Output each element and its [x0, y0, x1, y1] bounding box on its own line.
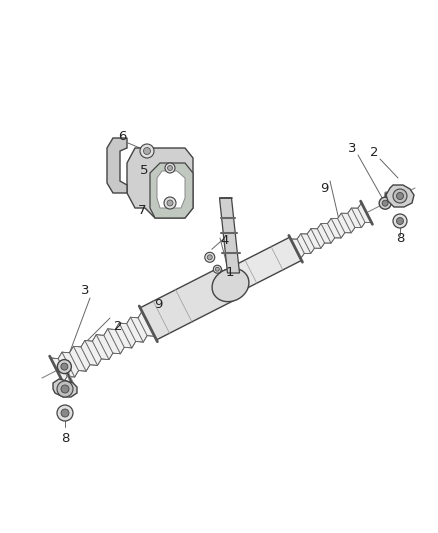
Circle shape	[382, 200, 388, 206]
Circle shape	[213, 265, 221, 273]
Text: 9: 9	[320, 182, 328, 195]
Text: 6: 6	[118, 131, 126, 143]
Circle shape	[167, 200, 173, 206]
Text: 4: 4	[221, 235, 229, 247]
Circle shape	[205, 252, 215, 262]
Circle shape	[61, 409, 69, 417]
Circle shape	[167, 166, 173, 171]
Circle shape	[61, 385, 69, 393]
Text: 9: 9	[154, 298, 162, 311]
Circle shape	[393, 189, 407, 203]
Polygon shape	[223, 237, 301, 295]
Circle shape	[144, 148, 151, 155]
Circle shape	[396, 192, 403, 199]
Polygon shape	[107, 138, 127, 193]
Text: 7: 7	[138, 204, 146, 216]
Polygon shape	[291, 203, 371, 259]
Polygon shape	[386, 185, 414, 207]
Text: 3: 3	[348, 141, 356, 155]
Circle shape	[61, 363, 68, 370]
Polygon shape	[150, 163, 193, 218]
Text: 3: 3	[81, 285, 89, 297]
Text: 5: 5	[140, 165, 148, 177]
Circle shape	[57, 381, 73, 397]
Polygon shape	[219, 198, 240, 273]
Text: 1: 1	[226, 266, 234, 279]
Polygon shape	[127, 148, 193, 218]
Polygon shape	[157, 171, 185, 208]
Circle shape	[396, 217, 403, 224]
Circle shape	[207, 255, 212, 260]
Polygon shape	[140, 267, 237, 340]
Circle shape	[379, 197, 391, 209]
Circle shape	[393, 214, 407, 228]
Text: 8: 8	[396, 231, 404, 245]
Circle shape	[57, 405, 73, 421]
Circle shape	[164, 197, 176, 209]
Polygon shape	[50, 311, 155, 383]
Circle shape	[165, 163, 175, 173]
Circle shape	[215, 267, 219, 271]
Text: 2: 2	[370, 146, 378, 158]
Ellipse shape	[212, 268, 249, 302]
Text: 2: 2	[114, 319, 122, 333]
Polygon shape	[53, 379, 77, 397]
Circle shape	[57, 360, 71, 374]
Text: 8: 8	[61, 432, 69, 445]
Circle shape	[140, 144, 154, 158]
